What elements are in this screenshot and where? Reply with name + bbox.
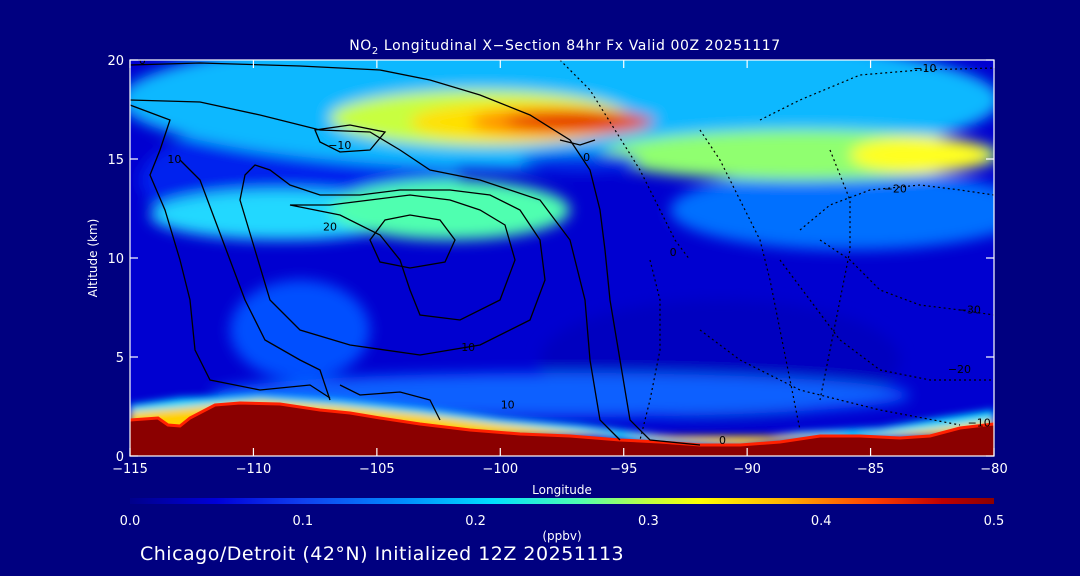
- contour-label: −30: [958, 303, 981, 316]
- contour-label: 0: [670, 246, 677, 259]
- contour-label: 10: [501, 398, 515, 411]
- chart-title: NO2 Longitudinal X−Section 84hr Fx Valid…: [349, 38, 781, 57]
- y-axis: 0 5 10 15 20: [107, 54, 994, 465]
- x-tick-label: −80: [980, 462, 1007, 477]
- x-tick-label: −95: [610, 462, 637, 477]
- contour-label: 20: [323, 220, 337, 233]
- footer-caption: Chicago/Detroit (42°N) Initialized 12Z 2…: [140, 543, 625, 565]
- contour-labels: 0 10 −10 0 20 10 10 0 0 −10 −20 −30 −20 −10: [139, 54, 991, 447]
- y-tick-label: 0: [116, 450, 124, 465]
- contour-label: 0: [583, 151, 590, 164]
- y-axis-label: Altitude (km): [86, 219, 100, 298]
- colorbar: [130, 498, 994, 504]
- x-tick-label: −115: [112, 462, 148, 477]
- x-axis-label: Longitude: [532, 483, 592, 497]
- x-tick-label: −110: [236, 462, 272, 477]
- x-tick-label: −85: [857, 462, 884, 477]
- colorbar-unit-label: (ppbv): [542, 529, 581, 543]
- contour-label: 10: [167, 153, 181, 166]
- y-tick-label: 15: [107, 153, 124, 168]
- x-tick-label: −100: [482, 462, 518, 477]
- contour-label: −10: [913, 62, 936, 75]
- colorbar-tick-label: 0.1: [292, 514, 313, 529]
- colorbar-tick-label: 0.0: [120, 514, 141, 529]
- colorbar-tick-label: 0.3: [638, 514, 659, 529]
- contour-label: −10: [328, 139, 351, 152]
- contour-lines: [130, 62, 701, 446]
- contour-label: −20: [884, 183, 907, 196]
- colorbar-ticks: 0.0 0.1 0.2 0.3 0.4 0.5: [120, 514, 1005, 529]
- contour-label: 10: [461, 341, 475, 354]
- contour-label: −10: [968, 416, 991, 429]
- colorbar-tick-label: 0.4: [811, 514, 832, 529]
- contour-label: 0: [139, 54, 146, 67]
- y-tick-label: 20: [107, 54, 124, 69]
- x-tick-label: −90: [733, 462, 760, 477]
- y-tick-label: 5: [116, 351, 124, 366]
- contour-label: 0: [719, 434, 726, 447]
- heatmap-field: [130, 60, 994, 456]
- x-axis: −115 −110 −105 −100 −95 −90 −85 −80: [112, 60, 1008, 477]
- negative-contour-lines: [559, 60, 994, 441]
- contour-label: −20: [948, 363, 971, 376]
- colorbar-tick-label: 0.5: [984, 514, 1005, 529]
- y-tick-label: 10: [107, 252, 124, 267]
- colorbar-tick-label: 0.2: [465, 514, 486, 529]
- x-tick-label: −105: [359, 462, 395, 477]
